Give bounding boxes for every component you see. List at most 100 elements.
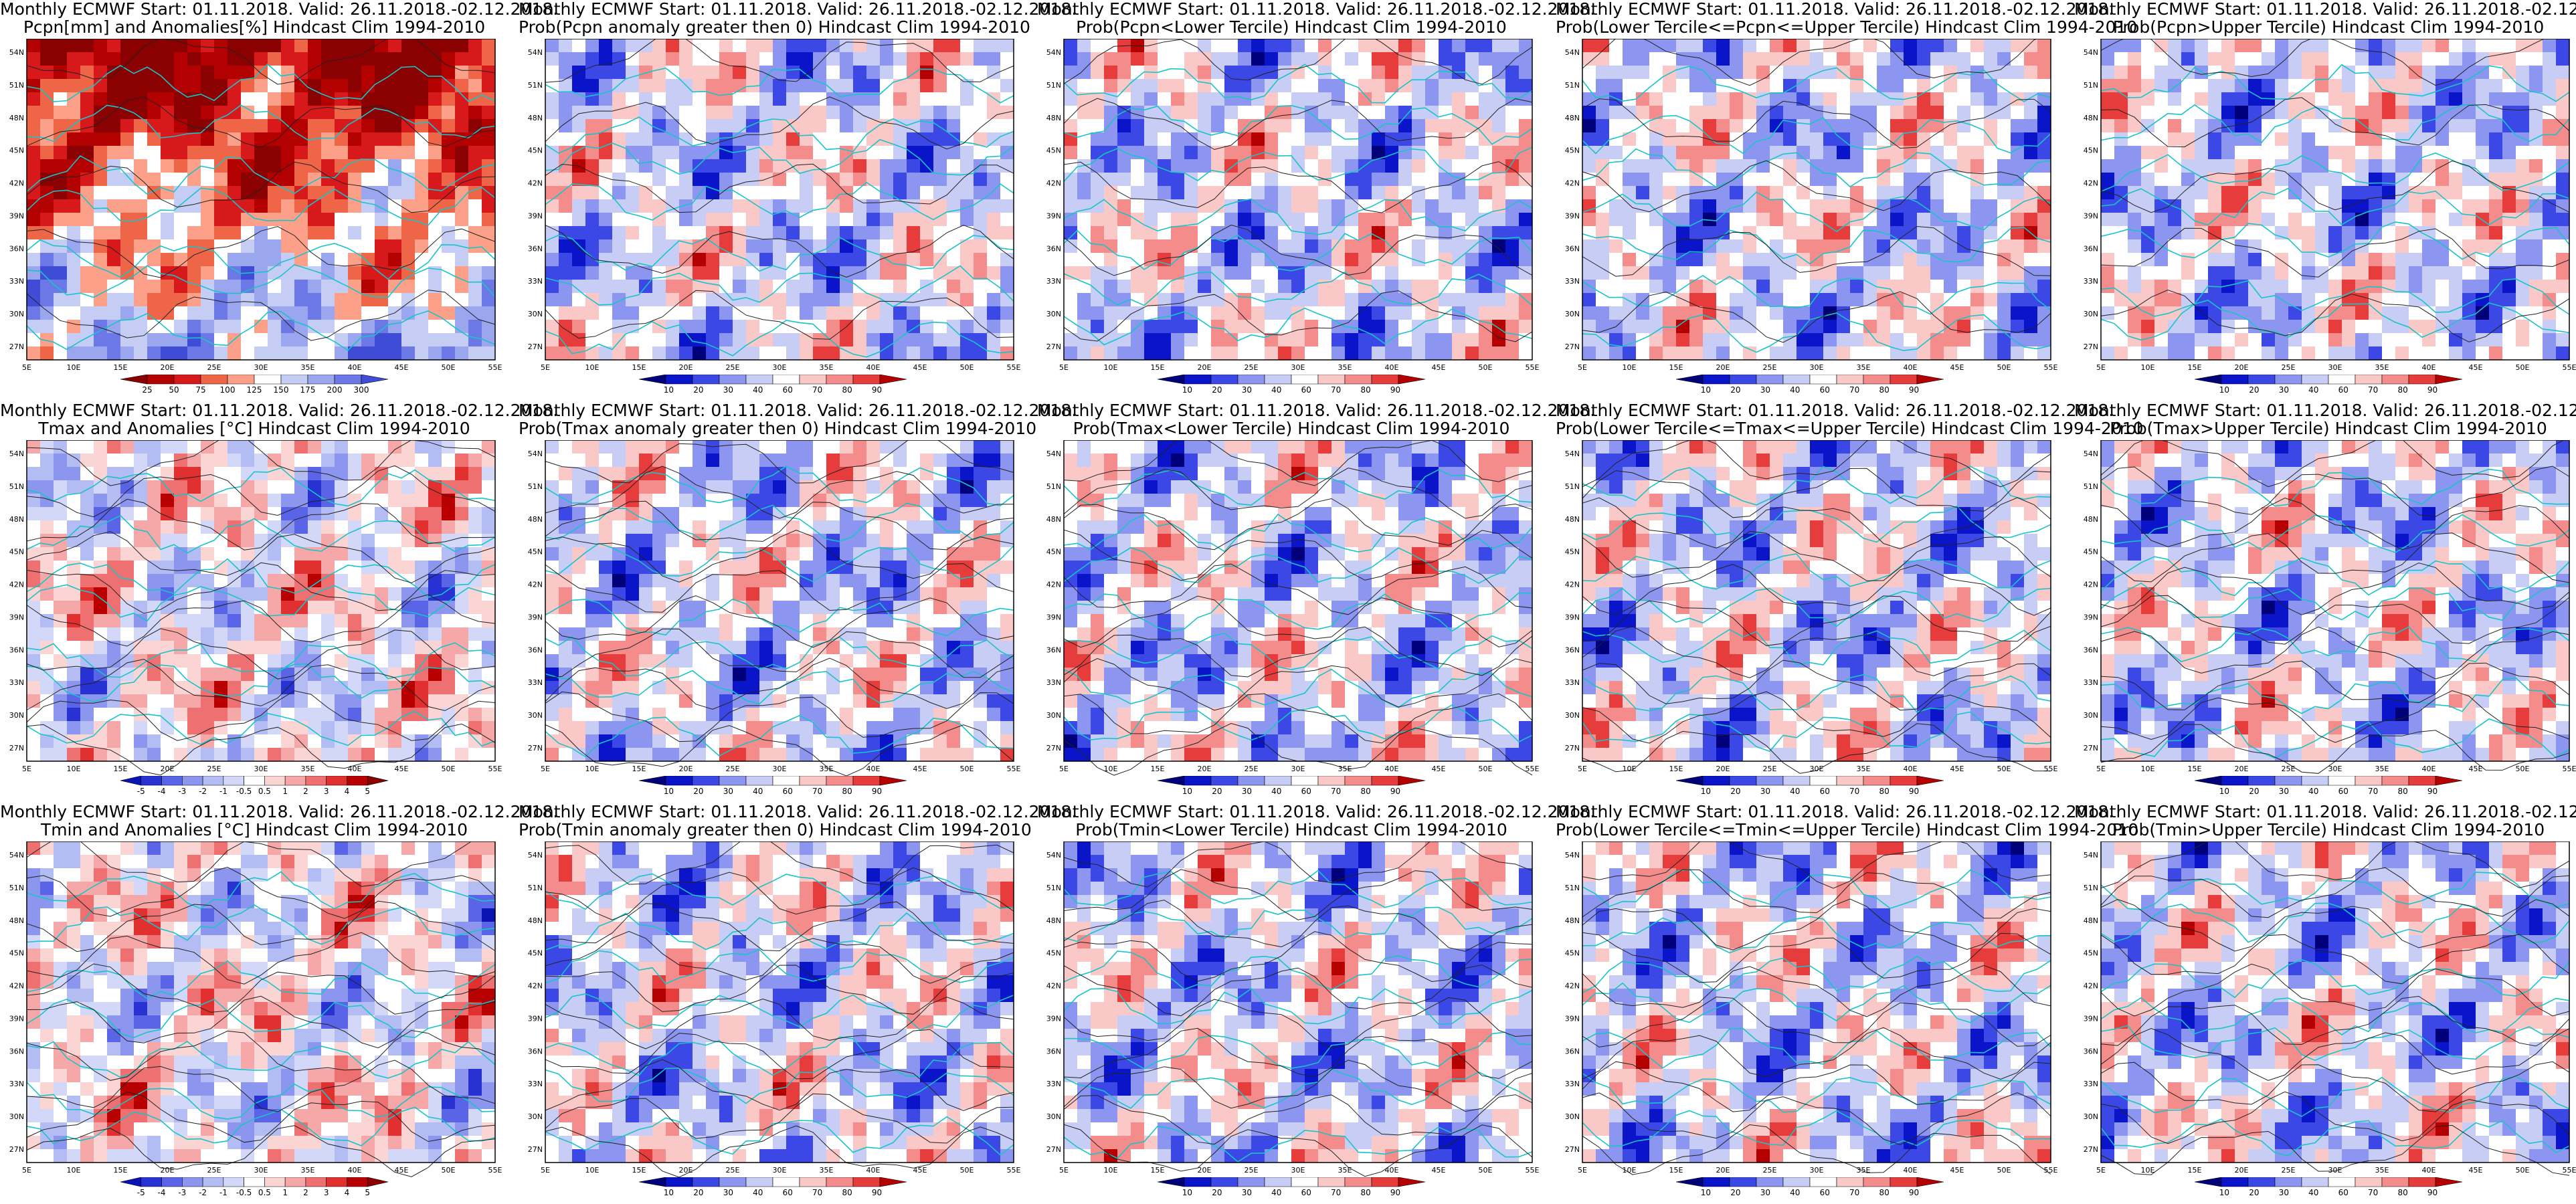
field-cell — [1770, 239, 1784, 254]
field-cell — [147, 480, 161, 494]
field-cell — [2516, 119, 2530, 133]
lat-tick-label: 48N — [1565, 114, 1580, 122]
field-cell — [1345, 226, 1359, 240]
field-cell — [2476, 239, 2490, 254]
field-cell — [1519, 226, 1533, 240]
field-cell — [1519, 213, 1533, 227]
field-cell — [1318, 333, 1332, 347]
field-cell — [107, 547, 121, 561]
lon-tick-label: 45E — [395, 363, 409, 372]
field-cell — [639, 239, 653, 254]
field-cell — [27, 266, 41, 280]
field-cell — [482, 520, 496, 534]
colorbar-tick-label: 30 — [1242, 385, 1252, 395]
field-cell — [1756, 226, 1770, 240]
field-cell — [585, 226, 600, 240]
field-cell — [960, 226, 974, 240]
field-cell — [1877, 266, 1891, 280]
field-cell — [800, 159, 814, 173]
field-cell — [1703, 226, 1717, 240]
field-cell — [147, 547, 161, 561]
field-cell — [335, 173, 349, 187]
field-cell — [2154, 119, 2169, 133]
field-cell — [2024, 52, 2038, 66]
field-cell — [1171, 266, 1185, 280]
field-cell — [268, 320, 282, 334]
field-cell — [987, 173, 1001, 187]
field-cell — [1465, 226, 1479, 240]
field-cell — [401, 186, 416, 200]
field-cell — [1211, 346, 1225, 361]
field-cell — [468, 306, 482, 320]
field-cell — [415, 173, 429, 187]
field-cell — [281, 507, 295, 521]
field-cell — [2476, 280, 2490, 294]
field-cell — [652, 346, 666, 361]
field-cell — [161, 39, 175, 53]
field-cell — [2037, 280, 2051, 294]
field-cell — [626, 79, 640, 93]
field-cell — [1623, 333, 1637, 347]
field-cell — [1171, 320, 1185, 334]
lon-tick-label: 20E — [1198, 363, 1212, 372]
field-cell — [187, 534, 201, 548]
field-cell — [388, 440, 402, 454]
field-cell — [2302, 39, 2316, 53]
field-cell — [2529, 213, 2543, 227]
field-cell — [2141, 226, 2155, 240]
lon-tick-label: 5E — [541, 363, 550, 372]
field-cell — [1372, 213, 1386, 227]
field-cell — [987, 66, 1001, 80]
field-cell — [388, 52, 402, 66]
field-cell — [107, 306, 121, 320]
field-cell — [907, 186, 921, 200]
colorbar-swatch — [692, 374, 720, 385]
field-cell — [1358, 66, 1372, 80]
field-cell — [201, 561, 215, 575]
field-cell — [482, 574, 496, 588]
field-cell — [1345, 266, 1359, 280]
field-cell — [442, 547, 456, 561]
field-cell — [1689, 159, 1704, 173]
field-cell — [268, 494, 282, 508]
field-cell — [2235, 266, 2249, 280]
field-cell — [1623, 92, 1637, 106]
field-cell — [2556, 92, 2570, 106]
field-cell — [2195, 79, 2209, 93]
lat-tick-label: 48N — [528, 114, 543, 122]
field-cell — [375, 293, 389, 307]
field-cell — [572, 320, 586, 334]
field-cell — [1904, 106, 1918, 120]
field-cell — [2235, 79, 2249, 93]
field-cell — [652, 173, 666, 187]
field-cell — [1770, 79, 1784, 93]
field-cell — [120, 480, 134, 494]
field-cell — [853, 239, 867, 254]
field-cell — [134, 561, 148, 575]
field-cell — [2154, 226, 2169, 240]
field-cell — [813, 266, 827, 280]
field-cell — [1890, 293, 1904, 307]
field-cell — [281, 79, 295, 93]
field-cell — [2128, 320, 2142, 334]
field-cell — [1904, 52, 1918, 66]
field-cell — [1077, 293, 1091, 307]
field-cell — [1064, 306, 1078, 320]
field-cell — [1104, 132, 1118, 146]
field-cell — [1970, 346, 1985, 361]
field-cell — [1278, 79, 1292, 93]
field-cell — [920, 199, 934, 213]
field-cell — [987, 52, 1001, 66]
field-cell — [1278, 293, 1292, 307]
field-cell — [134, 574, 148, 588]
field-cell — [1211, 253, 1225, 267]
field-cell — [639, 293, 653, 307]
field-cell — [187, 213, 201, 227]
field-cell — [559, 293, 573, 307]
field-cell — [2449, 159, 2463, 173]
field-cell — [54, 146, 68, 160]
field-cell — [733, 253, 747, 267]
field-cell — [254, 534, 268, 548]
field-cell — [1291, 306, 1305, 320]
field-cell — [1091, 320, 1105, 334]
